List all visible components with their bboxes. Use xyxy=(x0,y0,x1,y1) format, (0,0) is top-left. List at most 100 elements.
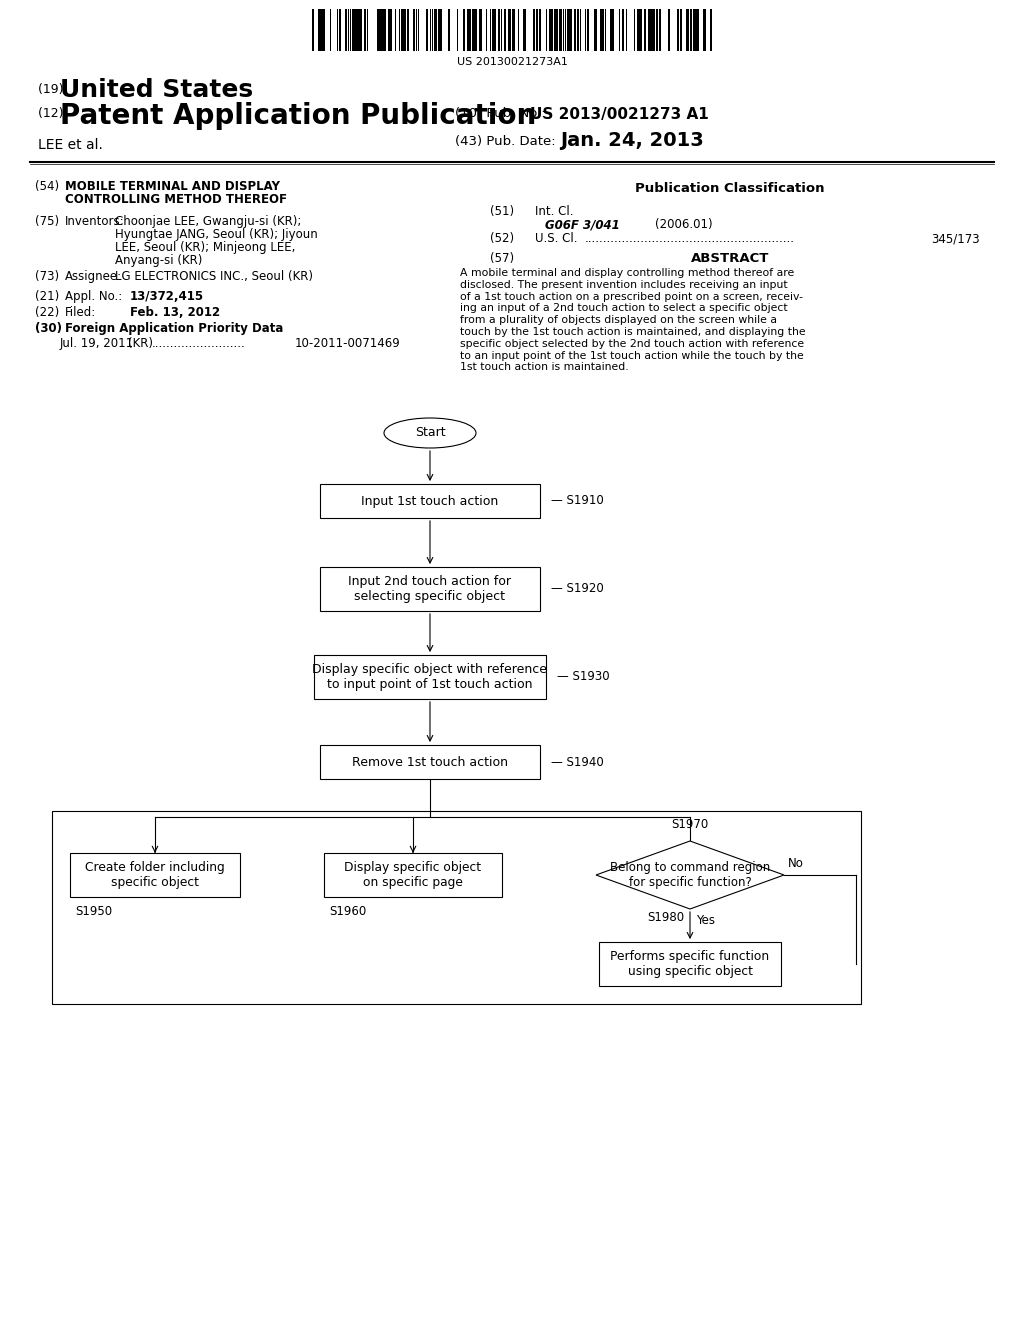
Bar xyxy=(383,9,386,51)
Text: (21): (21) xyxy=(35,290,59,304)
Bar xyxy=(512,9,515,51)
Bar xyxy=(610,9,613,51)
Text: LEE, Seoul (KR); Minjeong LEE,: LEE, Seoul (KR); Minjeong LEE, xyxy=(115,242,295,253)
Text: United States: United States xyxy=(60,78,253,102)
FancyBboxPatch shape xyxy=(319,744,540,779)
Text: S1950: S1950 xyxy=(75,906,112,917)
Text: (2006.01): (2006.01) xyxy=(655,218,713,231)
Text: Yes: Yes xyxy=(696,913,715,927)
Text: A mobile terminal and display controlling method thereof are: A mobile terminal and display controllin… xyxy=(460,268,795,279)
Text: Publication Classification: Publication Classification xyxy=(635,182,824,195)
Bar xyxy=(410,9,413,51)
Bar xyxy=(638,9,641,51)
Bar xyxy=(498,9,501,51)
Bar xyxy=(352,9,354,51)
Bar xyxy=(479,9,481,51)
Text: Start: Start xyxy=(415,426,445,440)
Text: — S1920: — S1920 xyxy=(551,582,604,595)
Bar xyxy=(651,9,654,51)
Text: disclosed. The present invention includes receiving an input: disclosed. The present invention include… xyxy=(460,280,787,290)
Bar xyxy=(567,9,569,51)
Bar xyxy=(402,9,406,51)
Bar xyxy=(628,9,631,51)
Bar xyxy=(339,9,341,51)
Text: specific object selected by the 2nd touch action with reference: specific object selected by the 2nd touc… xyxy=(460,339,804,348)
Text: Create folder including
specific object: Create folder including specific object xyxy=(85,861,225,888)
Polygon shape xyxy=(596,841,784,909)
Bar xyxy=(413,9,416,51)
Text: (KR): (KR) xyxy=(128,337,153,350)
Text: Remove 1st touch action: Remove 1st touch action xyxy=(352,755,508,768)
Bar xyxy=(631,9,634,51)
FancyBboxPatch shape xyxy=(70,853,240,898)
Text: touch by the 1st touch action is maintained, and displaying the: touch by the 1st touch action is maintai… xyxy=(460,327,806,337)
Bar xyxy=(707,9,710,51)
Bar xyxy=(458,9,461,51)
Text: Jul. 19, 2011: Jul. 19, 2011 xyxy=(60,337,134,350)
Text: 13/372,415: 13/372,415 xyxy=(130,290,204,304)
Text: US 2013/0021273 A1: US 2013/0021273 A1 xyxy=(530,107,709,121)
Text: (43) Pub. Date:: (43) Pub. Date: xyxy=(455,135,556,148)
Bar xyxy=(372,9,374,51)
Bar xyxy=(600,9,603,51)
Text: Jan. 24, 2013: Jan. 24, 2013 xyxy=(560,131,703,150)
Text: S1960: S1960 xyxy=(329,906,367,917)
Bar xyxy=(648,9,651,51)
FancyBboxPatch shape xyxy=(319,568,540,611)
Text: LEE et al.: LEE et al. xyxy=(38,139,102,152)
Bar xyxy=(380,9,383,51)
Bar xyxy=(515,9,518,51)
Bar xyxy=(616,9,618,51)
Text: CONTROLLING METHOD THEREOF: CONTROLLING METHOD THEREOF xyxy=(65,193,287,206)
Bar xyxy=(420,9,423,51)
Text: Performs specific function
using specific object: Performs specific function using specifi… xyxy=(610,950,770,978)
Text: MOBILE TERMINAL AND DISPLAY: MOBILE TERMINAL AND DISPLAY xyxy=(65,180,280,193)
Bar xyxy=(668,9,671,51)
Bar xyxy=(508,9,511,51)
Bar xyxy=(594,9,597,51)
Text: Filed:: Filed: xyxy=(65,306,96,319)
Text: ABSTRACT: ABSTRACT xyxy=(691,252,769,265)
Bar xyxy=(530,9,532,51)
Bar xyxy=(474,9,477,51)
Text: 10-2011-0071469: 10-2011-0071469 xyxy=(295,337,400,350)
Bar xyxy=(555,9,558,51)
Bar xyxy=(377,9,380,51)
Bar xyxy=(454,9,457,51)
Text: Choonjae LEE, Gwangju-si (KR);: Choonjae LEE, Gwangju-si (KR); xyxy=(115,215,301,228)
Text: (10) Pub. No.:: (10) Pub. No.: xyxy=(455,107,546,120)
Text: (30): (30) xyxy=(35,322,62,335)
Text: U.S. Cl.: U.S. Cl. xyxy=(535,232,578,246)
Bar xyxy=(694,9,696,51)
Bar xyxy=(317,9,321,51)
Bar xyxy=(665,9,668,51)
Text: Belong to command region
for specific function?: Belong to command region for specific fu… xyxy=(610,861,770,888)
Text: Appl. No.:: Appl. No.: xyxy=(65,290,122,304)
Text: — S1940: — S1940 xyxy=(551,755,604,768)
Text: — S1930: — S1930 xyxy=(557,671,609,684)
Bar xyxy=(671,9,674,51)
Bar xyxy=(434,9,437,51)
Bar xyxy=(355,9,357,51)
Text: to an input point of the 1st touch action while the touch by the: to an input point of the 1st touch actio… xyxy=(460,351,804,360)
Bar xyxy=(334,9,337,51)
Text: S1970: S1970 xyxy=(672,818,709,832)
Text: .........................: ......................... xyxy=(152,337,246,350)
Bar xyxy=(323,9,326,51)
Text: (22): (22) xyxy=(35,306,59,319)
Text: (73): (73) xyxy=(35,271,59,282)
Text: G06F 3/041: G06F 3/041 xyxy=(545,218,620,231)
Bar xyxy=(662,9,665,51)
Text: Input 1st touch action: Input 1st touch action xyxy=(361,495,499,507)
FancyBboxPatch shape xyxy=(599,942,781,986)
FancyBboxPatch shape xyxy=(324,853,502,898)
Bar xyxy=(677,9,679,51)
Bar xyxy=(345,9,347,51)
Text: 345/173: 345/173 xyxy=(932,232,980,246)
Text: (57): (57) xyxy=(490,252,514,265)
Bar xyxy=(549,9,552,51)
Text: — S1910: — S1910 xyxy=(551,495,604,507)
Text: (75): (75) xyxy=(35,215,59,228)
Bar xyxy=(52,810,861,1005)
Text: 1st touch action is maintained.: 1st touch action is maintained. xyxy=(460,363,629,372)
